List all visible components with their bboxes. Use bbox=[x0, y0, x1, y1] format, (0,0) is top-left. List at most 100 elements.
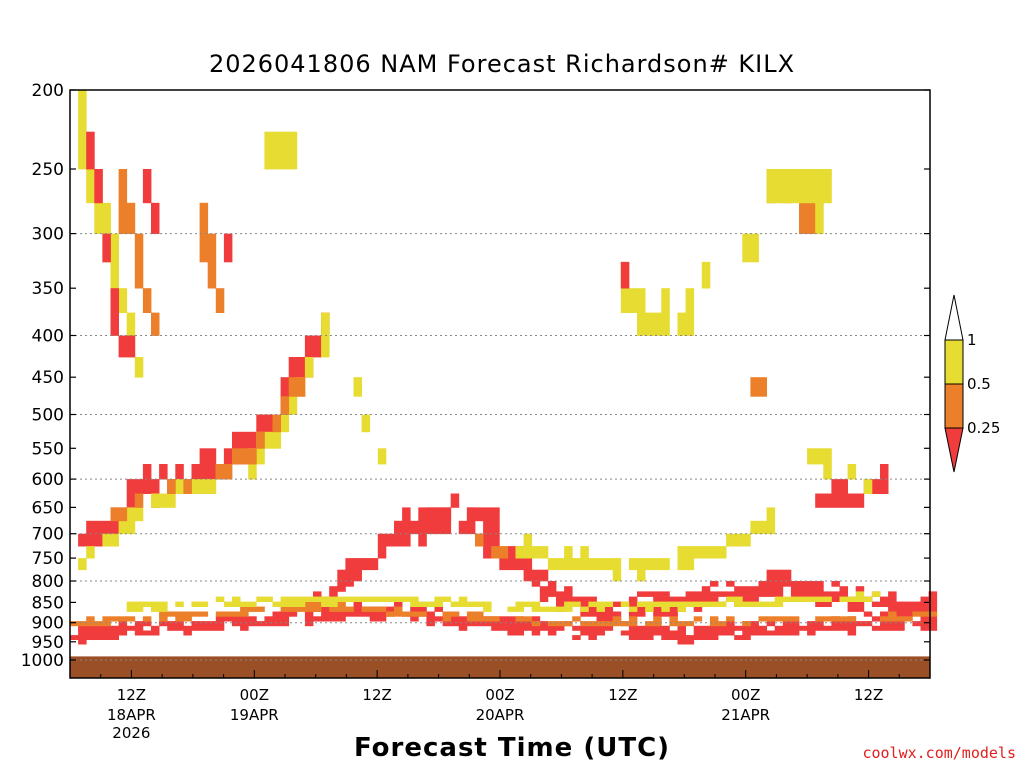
data-cell bbox=[564, 601, 573, 607]
data-cell bbox=[628, 558, 638, 571]
data-cell bbox=[709, 635, 719, 640]
data-cell bbox=[628, 625, 638, 631]
data-cell bbox=[377, 533, 387, 547]
data-cell bbox=[264, 596, 273, 602]
data-cell bbox=[483, 601, 492, 607]
data-cell bbox=[855, 601, 865, 607]
data-cell bbox=[499, 616, 508, 622]
data-cell bbox=[612, 569, 622, 582]
data-cell bbox=[774, 169, 784, 204]
data-cell bbox=[774, 625, 784, 631]
data-cell bbox=[685, 288, 695, 313]
data-cell bbox=[86, 169, 95, 204]
data-cell bbox=[628, 596, 638, 602]
data-cell bbox=[653, 625, 662, 631]
data-cell bbox=[596, 625, 605, 631]
data-cell bbox=[450, 611, 460, 617]
data-cell bbox=[280, 606, 290, 612]
data-cell bbox=[815, 616, 824, 622]
data-cell bbox=[345, 606, 354, 612]
data-cell bbox=[86, 625, 95, 631]
data-cell bbox=[280, 621, 290, 627]
data-cell bbox=[572, 596, 581, 602]
data-cell bbox=[580, 621, 589, 627]
data-cell bbox=[434, 606, 443, 612]
data-cell bbox=[280, 611, 290, 617]
data-cell bbox=[207, 261, 217, 289]
data-cell bbox=[361, 596, 371, 602]
data-cell bbox=[394, 533, 403, 547]
data-cell bbox=[669, 606, 678, 612]
data-cell bbox=[491, 621, 500, 627]
data-cell bbox=[701, 625, 711, 631]
data-cell bbox=[304, 335, 314, 358]
x-tick-year: 2026 bbox=[112, 724, 150, 742]
data-cell bbox=[345, 611, 354, 617]
data-cell bbox=[790, 621, 800, 627]
data-cell bbox=[531, 606, 541, 612]
data-cell bbox=[369, 611, 379, 617]
data-cell bbox=[855, 591, 865, 597]
data-cell bbox=[159, 616, 168, 622]
data-cell bbox=[159, 621, 168, 627]
data-cell bbox=[394, 606, 403, 612]
data-cell bbox=[515, 558, 524, 571]
data-cell bbox=[750, 586, 759, 592]
data-cell bbox=[880, 611, 889, 617]
data-cell bbox=[466, 601, 476, 607]
data-cell bbox=[564, 558, 573, 571]
data-cell bbox=[661, 625, 670, 631]
data-cell bbox=[620, 630, 630, 636]
data-cell bbox=[499, 558, 508, 571]
data-cell bbox=[78, 625, 87, 631]
data-cell bbox=[718, 621, 727, 627]
data-cell bbox=[685, 596, 695, 602]
data-cell bbox=[410, 601, 419, 607]
data-cell bbox=[620, 288, 630, 313]
data-cell bbox=[434, 601, 443, 607]
data-cell bbox=[248, 621, 257, 627]
y-tick-label: 800 bbox=[32, 572, 64, 592]
data-cell bbox=[539, 569, 549, 582]
data-cell bbox=[758, 581, 767, 587]
data-cell bbox=[531, 630, 541, 636]
data-cell bbox=[742, 635, 751, 640]
data-cell bbox=[726, 616, 735, 622]
data-cell bbox=[823, 464, 832, 480]
data-cell bbox=[215, 464, 225, 480]
data-cell bbox=[191, 601, 200, 607]
data-cell bbox=[321, 616, 330, 622]
data-cell bbox=[78, 558, 87, 571]
data-cell bbox=[588, 601, 597, 607]
data-cell bbox=[774, 601, 784, 607]
data-cell bbox=[523, 558, 533, 571]
data-cell bbox=[766, 169, 776, 204]
data-cell bbox=[645, 635, 654, 640]
data-cell bbox=[256, 431, 265, 449]
x-tick-label: 00Z bbox=[731, 686, 760, 704]
data-cell bbox=[126, 493, 136, 508]
data-cell bbox=[807, 581, 816, 587]
data-cell bbox=[669, 616, 678, 622]
data-cell bbox=[142, 601, 152, 607]
data-cell bbox=[151, 630, 160, 636]
data-cell bbox=[394, 611, 403, 617]
data-cell bbox=[766, 581, 776, 587]
data-cell bbox=[718, 591, 727, 597]
data-cell bbox=[685, 558, 695, 571]
data-cell bbox=[669, 601, 678, 607]
data-cell bbox=[693, 546, 703, 559]
data-cell bbox=[871, 591, 881, 597]
data-cell bbox=[782, 621, 792, 627]
data-cell bbox=[151, 479, 160, 494]
data-cell bbox=[272, 601, 281, 607]
data-cell bbox=[661, 288, 670, 313]
data-cell bbox=[523, 546, 533, 559]
data-cell bbox=[458, 616, 468, 622]
data-cell bbox=[321, 335, 330, 358]
data-cell bbox=[410, 616, 419, 622]
data-cell bbox=[110, 233, 119, 263]
data-cell bbox=[450, 601, 460, 607]
data-cell bbox=[790, 591, 800, 597]
